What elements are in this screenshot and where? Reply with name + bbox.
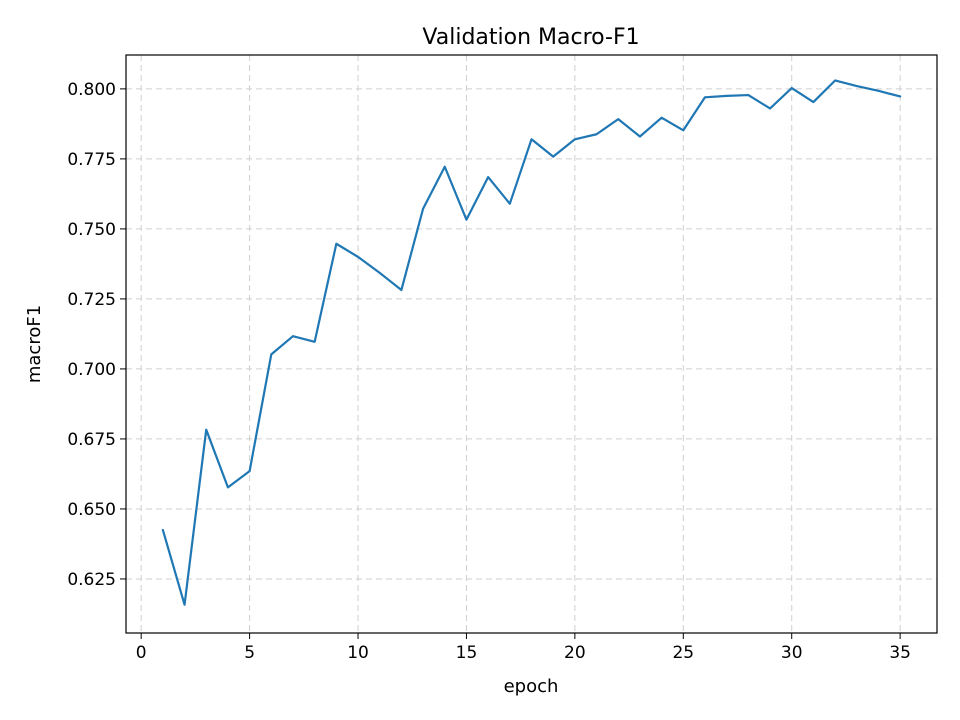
x-tick-label: 30 [781,643,803,663]
y-tick-label: 0.625 [67,570,116,590]
y-tick-label: 0.650 [67,500,116,520]
x-tick-label: 10 [347,643,369,663]
x-axis: 0 5 10 15 20 25 30 35 [136,633,911,663]
y-tick-label: 0.675 [67,430,116,450]
x-tick-label: 35 [889,643,911,663]
x-tick-label: 15 [456,643,478,663]
y-tick-label: 0.725 [67,290,116,310]
y-tick-label: 0.800 [67,80,116,100]
x-tick-label: 0 [136,643,147,663]
y-axis: 0.625 0.650 0.675 0.700 0.725 0.750 0.775 0.800 [67,80,126,590]
y-tick-label: 0.775 [67,150,116,170]
grid [126,55,937,633]
x-tick-label: 20 [564,643,586,663]
series-layer [161,79,902,606]
y-tick-label: 0.750 [67,220,116,240]
x-tick-label: 5 [244,643,255,663]
plot-frame [125,54,938,634]
series-line [161,79,902,606]
y-tick-label: 0.700 [67,360,116,380]
x-tick-label: 25 [672,643,694,663]
x-axis-label: epoch [504,676,559,697]
chart-title: Validation Macro-F1 [422,25,639,50]
y-axis-label: macroF1 [24,305,45,383]
